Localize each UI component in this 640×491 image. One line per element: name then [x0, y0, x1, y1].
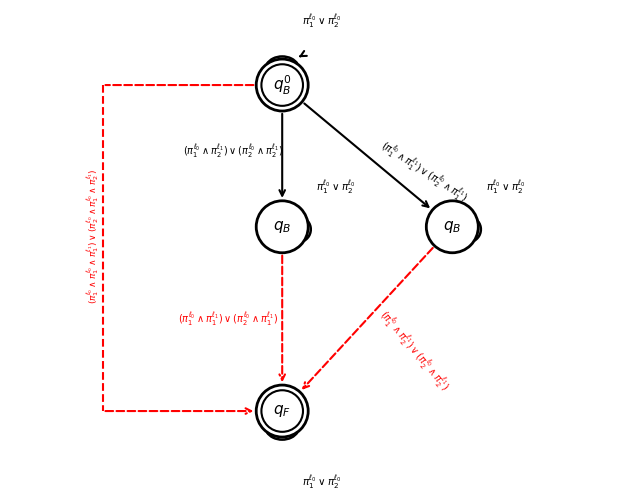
Text: $\pi_1^{\ell_0} \vee \pi_2^{\ell_0}$: $\pi_1^{\ell_0} \vee \pi_2^{\ell_0}$ [316, 178, 356, 195]
Text: $(\pi_1^{\ell_0} \wedge \pi_1^{\ell_1}) \vee (\pi_2^{\ell_0} \wedge \pi_1^{\ell_: $(\pi_1^{\ell_0} \wedge \pi_1^{\ell_1}) … [376, 137, 470, 206]
Text: $(\pi_1^{\ell_0} \wedge \pi_1^{\ell_0} \wedge \pi_1^{\ell_1}) \vee (\pi_2^{\ell_: $(\pi_1^{\ell_0} \wedge \pi_1^{\ell_0} \… [85, 168, 101, 304]
Circle shape [426, 201, 478, 253]
Text: $q_B^0$: $q_B^0$ [273, 74, 291, 97]
Text: $(\pi_1^{\ell_0} \wedge \pi_2^{\ell_1}) \vee (\pi_2^{\ell_0} \wedge \pi_2^{\ell_: $(\pi_1^{\ell_0} \wedge \pi_2^{\ell_1}) … [375, 307, 453, 395]
Circle shape [256, 385, 308, 437]
Text: $q_B$: $q_B$ [273, 219, 291, 235]
Text: $q_B$: $q_B$ [443, 219, 461, 235]
Text: $\pi_1^{\ell_0} \vee \pi_2^{\ell_0}$: $\pi_1^{\ell_0} \vee \pi_2^{\ell_0}$ [486, 178, 526, 195]
Circle shape [256, 59, 308, 111]
Circle shape [256, 201, 308, 253]
Text: $q_F$: $q_F$ [273, 403, 291, 419]
Text: $(\pi_1^{\ell_0} \wedge \pi_1^{\ell_1}) \vee (\pi_2^{\ell_0} \wedge \pi_1^{\ell_: $(\pi_1^{\ell_0} \wedge \pi_1^{\ell_1}) … [179, 310, 278, 328]
Text: $\pi_1^{\ell_0} \vee \pi_2^{\ell_0}$: $\pi_1^{\ell_0} \vee \pi_2^{\ell_0}$ [301, 473, 342, 491]
Text: $(\pi_1^{\ell_0} \wedge \pi_2^{\ell_1}) \vee (\pi_2^{\ell_0} \wedge \pi_2^{\ell_: $(\pi_1^{\ell_0} \wedge \pi_2^{\ell_1}) … [183, 142, 283, 160]
Text: $\pi_1^{\ell_0} \vee \pi_2^{\ell_0}$: $\pi_1^{\ell_0} \vee \pi_2^{\ell_0}$ [301, 13, 342, 30]
